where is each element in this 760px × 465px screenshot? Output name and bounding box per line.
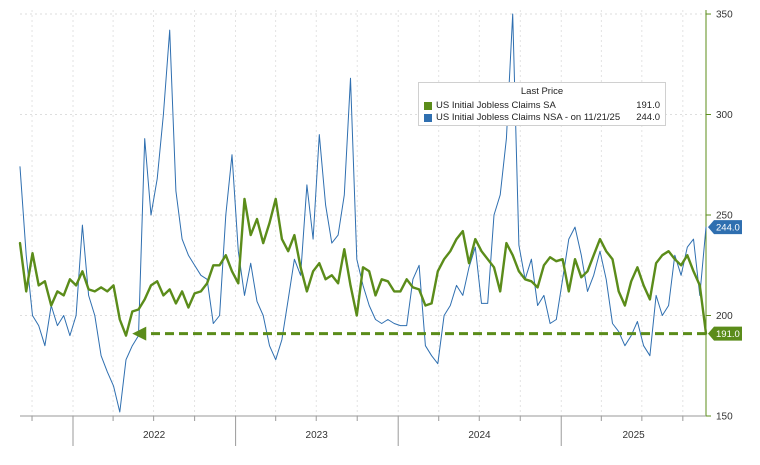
y-tick-label: 250 xyxy=(716,211,733,222)
last-value-tag-sa: 191.0 xyxy=(708,326,742,341)
x-tick-label: 2024 xyxy=(468,430,491,441)
series-line-nsa xyxy=(19,13,707,413)
legend: Last Price US Initial Jobless Claims SA … xyxy=(418,82,666,126)
x-tick-label: 2022 xyxy=(143,430,166,441)
last-value-tag-nsa: 244.0 xyxy=(708,220,742,235)
legend-value-nsa: 244.0 xyxy=(636,112,660,123)
series-line-sa xyxy=(18,197,708,337)
legend-entry-nsa: US Initial Jobless Claims NSA - on 11/21… xyxy=(424,112,660,124)
legend-swatch-nsa xyxy=(424,114,432,122)
legend-label-sa: US Initial Jobless Claims SA xyxy=(436,100,556,111)
legend-entry-sa: US Initial Jobless Claims SA 191.0 xyxy=(424,100,660,112)
x-tick-label: 2023 xyxy=(306,430,329,441)
y-tick-label: 350 xyxy=(716,10,733,21)
y-tick-label: 150 xyxy=(716,412,733,423)
last-value-tag-bg xyxy=(708,326,742,341)
legend-value-sa: 191.0 xyxy=(636,100,660,111)
legend-title: Last Price xyxy=(520,86,564,97)
y-tick-label: 300 xyxy=(716,110,733,121)
y-tick-label: 200 xyxy=(716,311,733,322)
last-value-tag-label: 244.0 xyxy=(716,223,740,234)
x-tick-label: 2025 xyxy=(622,430,645,441)
legend-swatch-sa xyxy=(424,102,432,110)
last-value-tag-label: 191.0 xyxy=(716,329,740,340)
last-value-tag-bg xyxy=(708,220,742,235)
annotation-arrow-head xyxy=(132,326,147,341)
legend-label-nsa: US Initial Jobless Claims NSA - on 11/21… xyxy=(436,112,621,123)
